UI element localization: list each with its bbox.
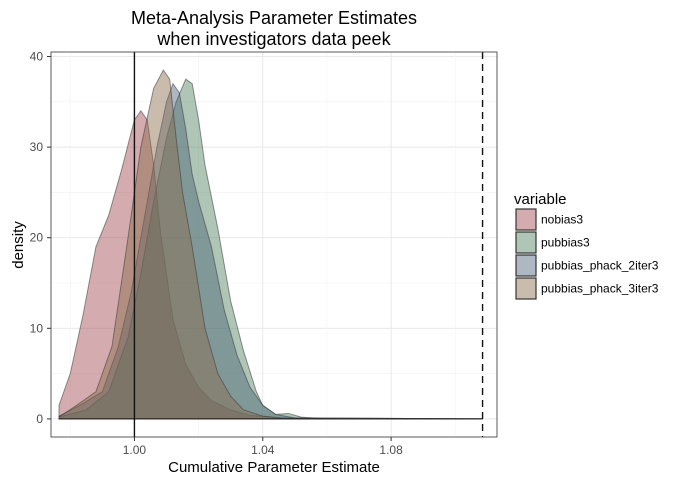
y-tick-label: 40	[30, 50, 44, 64]
plot-panel-border	[50, 51, 498, 438]
chart-title-line-1: Meta-Analysis Parameter Estimates	[131, 8, 417, 28]
x-tick-label: 1.08	[379, 443, 403, 457]
legend-label: pubbias_phack_3iter3	[541, 282, 659, 296]
x-tick-label: 1.04	[251, 443, 275, 457]
legend-key-swatch	[515, 254, 537, 277]
legend-label: pubbias3	[541, 236, 590, 250]
density-area-series-2	[58, 78, 483, 420]
y-tick-label: 30	[30, 140, 44, 154]
legend-key-bg	[516, 255, 536, 276]
density-areas	[58, 69, 483, 420]
x-tick-label: 1.00	[123, 443, 147, 457]
legend-label: nobias3	[541, 213, 583, 227]
y-tick-label: 10	[30, 321, 44, 335]
legend-key-bg	[516, 278, 536, 299]
legend: variable nobias3 pubbias3 pubbias_phack_2i…	[514, 191, 659, 300]
legend-key-swatch	[515, 277, 537, 300]
chart-title-line-2: when investigators data peek	[156, 29, 391, 49]
reference-lines	[59, 52, 484, 437]
legend-item: pubbias_phack_3iter3	[515, 277, 659, 300]
density-area-series-1	[58, 110, 483, 420]
y-tick-label: 20	[30, 231, 44, 245]
density-area-series-3	[58, 82, 483, 420]
legend-item: pubbias3	[515, 231, 590, 254]
legend-title: variable	[514, 191, 567, 208]
density-area-series-4	[58, 69, 483, 420]
x-axis-label: Cumulative Parameter Estimate	[168, 459, 380, 476]
legend-item: pubbias_phack_2iter3	[515, 254, 659, 277]
plot-panel	[51, 52, 497, 437]
legend-key-bg	[516, 209, 536, 230]
legend-key-bg	[516, 232, 536, 253]
legend-label: pubbias_phack_2iter3	[541, 259, 659, 273]
legend-key-swatch	[515, 208, 537, 231]
y-tick-label: 0	[36, 412, 43, 426]
x-axis: 1.00 1.04 1.08	[123, 437, 403, 457]
y-axis-label: density	[10, 221, 27, 269]
legend-item: nobias3	[515, 208, 583, 231]
legend-key-swatch	[515, 231, 537, 254]
y-axis: 0 10 20 30 40	[30, 50, 51, 426]
